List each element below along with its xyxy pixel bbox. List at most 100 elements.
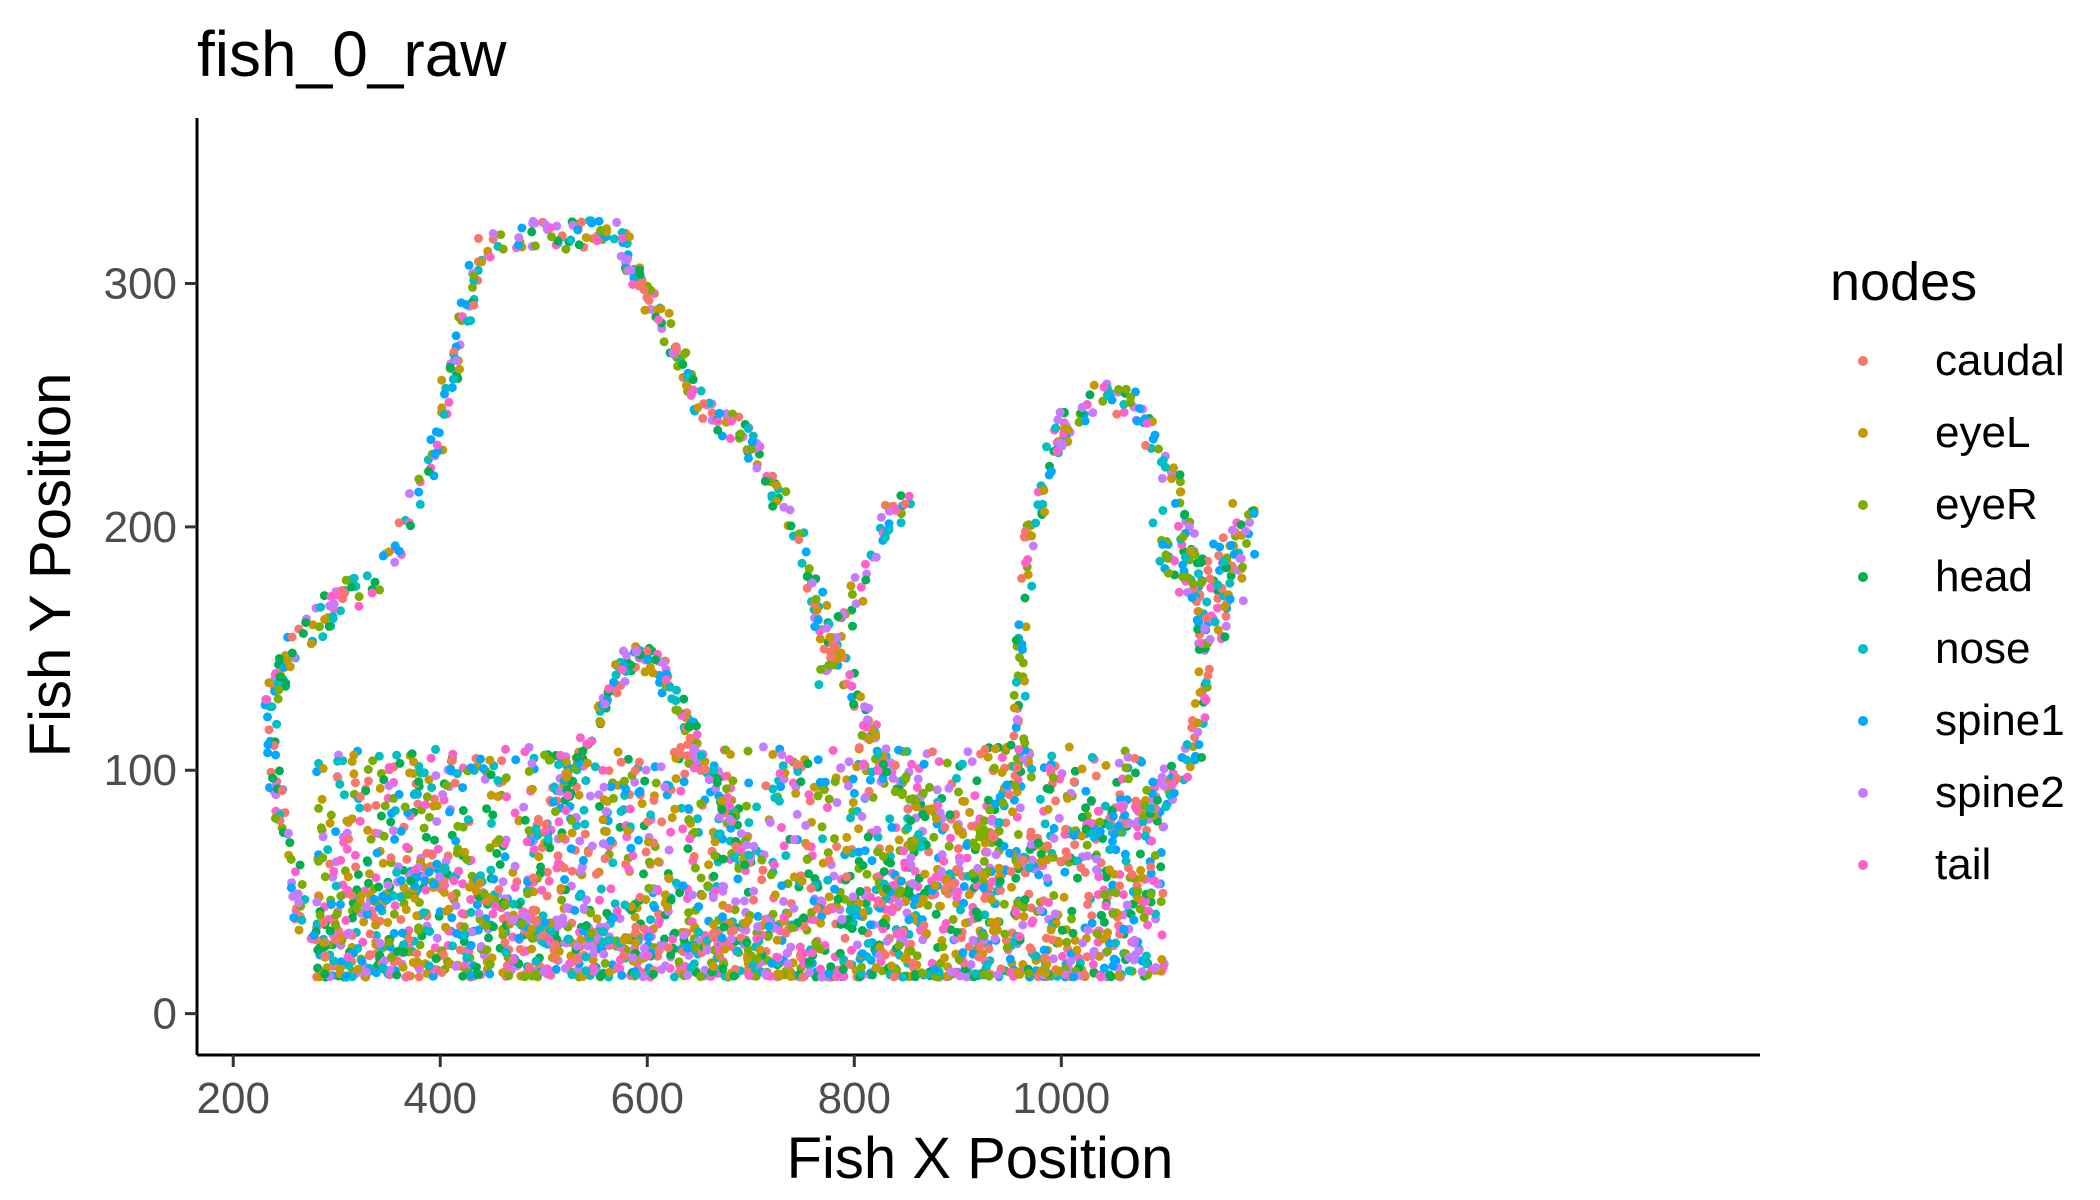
- point-tail: [873, 766, 883, 776]
- point-eyeR: [273, 694, 283, 704]
- point-caudal: [707, 408, 717, 418]
- point-caudal: [975, 942, 985, 951]
- point-spine2: [435, 872, 444, 882]
- point-eyeL: [663, 902, 673, 912]
- point-eyeL: [1101, 761, 1111, 770]
- point-nose: [605, 935, 615, 945]
- point-spine1: [429, 879, 439, 889]
- point-eyeL: [343, 872, 353, 882]
- point-eyeR: [994, 826, 1004, 836]
- point-nose: [466, 316, 476, 326]
- point-spine2: [963, 747, 973, 757]
- point-tail: [1143, 920, 1153, 930]
- point-spine1: [594, 216, 604, 226]
- point-eyeR: [948, 915, 958, 924]
- point-eyeL: [1114, 971, 1124, 980]
- point-spine2: [1083, 851, 1093, 861]
- point-spine1: [1005, 848, 1015, 858]
- point-tail: [613, 962, 623, 972]
- point-head: [626, 660, 636, 670]
- point-eyeR: [500, 899, 510, 909]
- point-caudal: [438, 950, 448, 960]
- point-spine2: [1124, 952, 1134, 962]
- point-caudal: [631, 928, 640, 938]
- point-caudal: [1051, 796, 1061, 806]
- point-head: [984, 795, 993, 805]
- point-eyeR: [297, 880, 307, 889]
- point-spine1: [476, 754, 485, 764]
- point-tail: [544, 876, 554, 886]
- point-eyeR: [823, 848, 833, 858]
- point-spine1: [643, 654, 653, 664]
- point-nose: [424, 961, 434, 971]
- point-eyeL: [986, 917, 996, 927]
- point-head: [826, 962, 836, 972]
- point-tail: [410, 865, 420, 875]
- point-eyeR: [586, 908, 596, 918]
- point-spine1: [263, 712, 272, 722]
- point-spine2: [452, 356, 461, 366]
- point-eyeL: [720, 944, 730, 954]
- point-eyeL: [1169, 463, 1179, 473]
- point-head: [424, 466, 433, 476]
- point-spine1: [744, 453, 753, 463]
- point-eyeR: [862, 869, 872, 879]
- point-head: [1196, 558, 1206, 567]
- point-eyeR: [1242, 539, 1251, 548]
- point-eyeR: [690, 827, 700, 837]
- point-nose: [1031, 518, 1041, 528]
- point-spine2: [789, 904, 799, 913]
- point-eyeR: [1093, 929, 1103, 939]
- point-head: [386, 817, 396, 827]
- point-nose: [1035, 794, 1045, 804]
- point-eyeL: [554, 947, 564, 956]
- point-spine2: [760, 968, 770, 978]
- point-eyeL: [842, 845, 852, 855]
- point-spine1: [500, 852, 510, 862]
- point-eyeL: [958, 796, 968, 806]
- point-spine2: [1042, 873, 1052, 883]
- point-nose: [431, 744, 440, 754]
- point-head: [1131, 768, 1140, 778]
- point-tail: [1014, 932, 1024, 941]
- point-tail: [899, 846, 909, 856]
- point-spine1: [389, 928, 399, 938]
- point-spine1: [327, 899, 336, 909]
- point-eyeL: [856, 692, 866, 702]
- point-eyeR: [817, 822, 827, 832]
- point-spine2: [438, 790, 448, 799]
- point-nose: [916, 842, 926, 852]
- point-eyeL: [858, 596, 868, 606]
- point-eyeL: [1213, 625, 1223, 635]
- point-spine1: [466, 763, 476, 773]
- point-head: [298, 629, 308, 638]
- point-spine2: [656, 762, 666, 772]
- point-head: [1067, 906, 1077, 916]
- point-spine1: [678, 881, 688, 891]
- point-eyeL: [359, 917, 369, 927]
- point-tail: [540, 826, 550, 836]
- legend-label-spine1: spine1: [1935, 696, 2065, 745]
- point-nose: [581, 952, 591, 962]
- point-eyeL: [1077, 764, 1087, 774]
- point-head: [395, 758, 405, 768]
- point-eyeR: [363, 765, 373, 774]
- point-eyeR: [424, 812, 434, 822]
- point-head: [931, 909, 941, 919]
- point-eyeR: [985, 805, 995, 815]
- point-eyeL: [383, 917, 393, 927]
- point-eyeR: [286, 854, 296, 864]
- point-spine2: [390, 557, 400, 567]
- point-caudal: [583, 848, 593, 858]
- point-spine2: [467, 927, 477, 937]
- point-eyeR: [532, 969, 542, 979]
- point-spine2: [684, 950, 694, 960]
- point-spine2: [913, 774, 923, 784]
- point-caudal: [1112, 409, 1122, 419]
- point-spine2: [783, 959, 793, 969]
- point-caudal: [414, 972, 424, 982]
- point-spine1: [818, 587, 828, 597]
- point-spine2: [576, 866, 586, 876]
- point-tail: [1183, 772, 1193, 782]
- point-nose: [574, 892, 584, 902]
